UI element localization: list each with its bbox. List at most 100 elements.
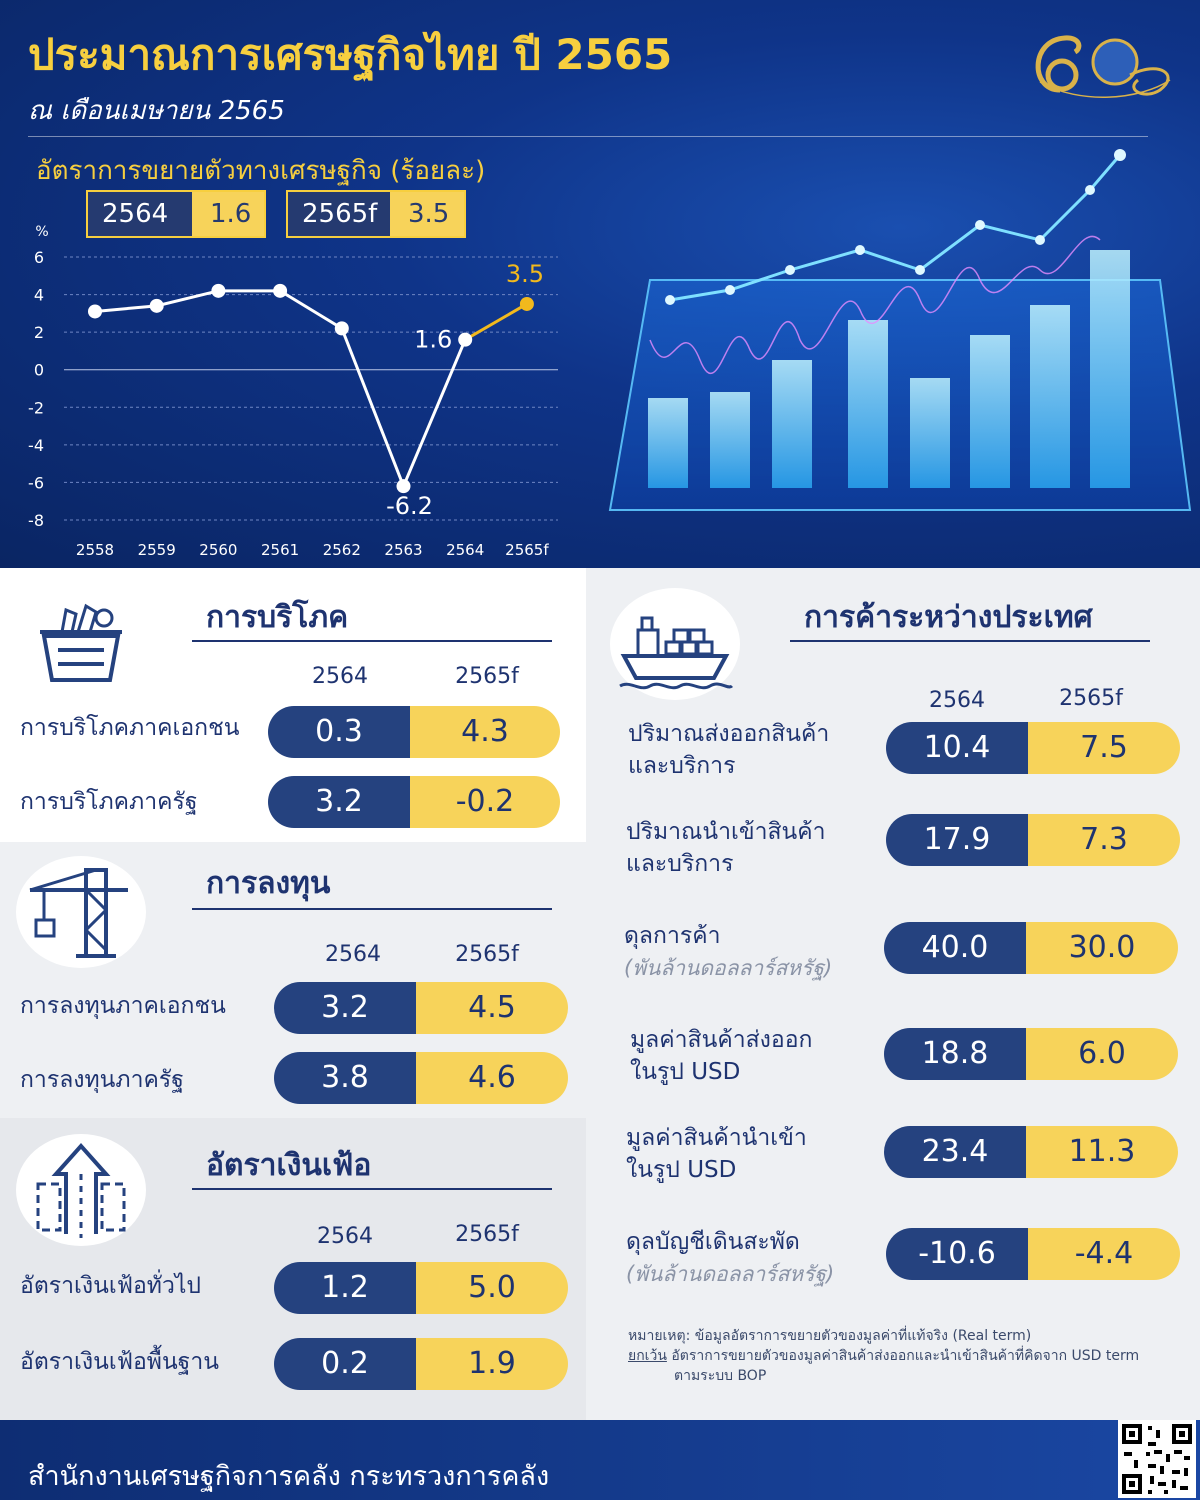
x-tick-label: 2563 (384, 541, 422, 559)
value-2565f: 30.0 (1026, 922, 1178, 974)
row-label-line: มูลค่าสินค้าส่งออก (630, 1027, 813, 1053)
value-pill: 40.0 30.0 (884, 922, 1178, 974)
growth-illustration (608, 149, 1192, 511)
data-label: 3.5 (506, 260, 544, 288)
column-header-2565f: 2565f (1059, 686, 1123, 711)
value-pill: 3.2 -0.2 (268, 776, 560, 828)
row-label-line: ดุลบัญชีเดินสะพัด (626, 1229, 800, 1255)
page-subtitle: ณ เดือนเมษายน 2565 (28, 96, 285, 126)
row-label-unit: (พันล้านดอลลาร์สหรัฐ) (624, 956, 833, 980)
anniversary-logo-icon (1035, 35, 1171, 98)
value-2564: 1.2 (274, 1262, 416, 1314)
value-2565f: 5.0 (416, 1262, 568, 1314)
value-pill: 23.4 11.3 (884, 1126, 1178, 1178)
row-label: มูลค่าสินค้าส่งออก ในรูป USD (630, 1024, 812, 1088)
investment-panel: การลงทุน 2564 2565f การลงทุนภาคเอกชน 3.2… (0, 842, 586, 1118)
trade-panel: การค้าระหว่างประเทศ 2564 2565f ปริมาณส่ง… (586, 568, 1200, 1420)
row-label: ดุลบัญชีเดินสะพัด (พันล้านดอลลาร์สหรัฐ) (626, 1226, 834, 1290)
value-2565f: 1.9 (416, 1338, 568, 1390)
data-point (273, 283, 288, 298)
value-2564: 3.2 (268, 776, 410, 828)
value-2565f: 7.5 (1028, 722, 1180, 774)
value-pill: 3.8 4.6 (274, 1052, 568, 1104)
footnote-line: ตามระบบ BOP (628, 1366, 1188, 1386)
value-2565f: 4.6 (416, 1052, 568, 1104)
header-banner: ประมาณการเศรษฐกิจไทย ปี 2565 ณ เดือนเมษา… (0, 0, 1200, 568)
y-tick-label: 2 (34, 323, 44, 342)
footnote-exception-label: ยกเว้น (628, 1348, 667, 1364)
y-tick-label: 4 (34, 286, 44, 305)
y-axis-label: % (35, 224, 48, 240)
cargo-ship-icon (610, 588, 740, 700)
y-tick-label: -2 (28, 398, 44, 417)
footnote-line: หมายเหตุ: ข้อมูลอัตราการขยายตัวของมูลค่า… (628, 1326, 1188, 1346)
title-divider (28, 136, 1148, 137)
section-title: การบริโภค (206, 600, 349, 635)
data-point (149, 298, 164, 313)
x-tick-label: 2565f (505, 541, 549, 559)
value-2564: 10.4 (886, 722, 1028, 774)
rising-arrow-icon (16, 1134, 146, 1246)
row-label: มูลค่าสินค้านำเข้า ในรูป USD (626, 1122, 807, 1186)
column-header-2564: 2564 (312, 664, 368, 689)
value-2565f: -0.2 (410, 776, 560, 828)
highlight-year: 2565f (288, 192, 390, 236)
highlight-value: 1.6 (192, 192, 264, 236)
row-label: การบริโภคภาคเอกชน (20, 715, 240, 741)
row-label: อัตราเงินเฟ้อทั่วไป (20, 1273, 202, 1299)
crane-icon (16, 856, 146, 968)
highlight-year: 2564 (88, 192, 192, 236)
value-2564: 17.9 (886, 814, 1028, 866)
value-2564: 0.2 (274, 1338, 416, 1390)
value-2564: 0.3 (268, 706, 410, 758)
footnote-text: ข้อมูลอัตราการขยายตัวของมูลค่าที่แท้จริง… (694, 1328, 1032, 1344)
value-pill: 17.9 7.3 (886, 814, 1180, 866)
footnote-exception-text: อัตราการขยายตัวของมูลค่าสินค้าส่งออกและน… (671, 1348, 1140, 1364)
section-title: อัตราเงินเฟ้อ (206, 1148, 372, 1183)
footnote-line: ยกเว้น อัตราการขยายตัวของมูลค่าสินค้าส่ง… (628, 1346, 1188, 1366)
value-2564: 18.8 (884, 1028, 1026, 1080)
value-2565f: -4.4 (1028, 1228, 1180, 1280)
x-tick-label: 2558 (76, 541, 114, 559)
row-label-line: ในรูป USD (630, 1059, 741, 1085)
qr-code-icon[interactable] (1118, 1420, 1196, 1498)
row-label: ปริมาณนำเข้าสินค้า และบริการ (626, 816, 826, 880)
column-header-2564: 2564 (929, 688, 985, 713)
section-title: การลงทุน (206, 866, 331, 901)
x-tick-label: 2562 (323, 541, 361, 559)
footer-bar: สำนักงานเศรษฐกิจการคลัง กระทรวงการคลัง (0, 1420, 1200, 1500)
footnote: หมายเหตุ: ข้อมูลอัตราการขยายตัวของมูลค่า… (628, 1326, 1188, 1386)
x-tick-label: 2561 (261, 541, 299, 559)
forecast-line (464, 302, 528, 341)
row-label-line: ปริมาณนำเข้าสินค้า (626, 819, 826, 845)
value-pill: -10.6 -4.4 (886, 1228, 1180, 1280)
chart-heading: อัตราการขยายตัวทางเศรษฐกิจ (ร้อยละ) (36, 156, 486, 186)
data-point (396, 479, 411, 494)
row-label-line: ปริมาณส่งออกสินค้า (628, 721, 830, 747)
value-2565f: 6.0 (1026, 1028, 1178, 1080)
value-pill: 0.2 1.9 (274, 1338, 568, 1390)
highlight-box-2564: 2564 1.6 (86, 190, 266, 238)
data-point (334, 321, 349, 336)
section-divider (192, 1188, 552, 1190)
row-label-line: และบริการ (628, 753, 736, 779)
gdp-growth-line-chart: % 6 4 2 0 -2 -4 -6 -8 2558 2559 2560 2561 2562 2563 256… (28, 224, 558, 559)
value-pill: 10.4 7.5 (886, 722, 1180, 774)
section-title: การค้าระหว่างประเทศ (804, 600, 1093, 635)
row-label-line: ในรูป USD (626, 1157, 737, 1183)
value-2565f: 7.3 (1028, 814, 1180, 866)
row-label-line: และบริการ (626, 851, 734, 877)
data-point (519, 296, 534, 311)
value-pill: 0.3 4.3 (268, 706, 560, 758)
value-pill: 1.2 5.0 (274, 1262, 568, 1314)
page-title: ประมาณการเศรษฐกิจไทย ปี 2565 (28, 30, 673, 79)
row-label: อัตราเงินเฟ้อพื้นฐาน (20, 1349, 220, 1375)
y-tick-label: 6 (34, 248, 44, 267)
value-2564: 3.2 (274, 982, 416, 1034)
y-tick-label: -6 (28, 473, 44, 492)
inflation-panel: อัตราเงินเฟ้อ 2564 2565f อัตราเงินเฟ้อทั… (0, 1118, 586, 1420)
highlight-value: 3.5 (390, 192, 464, 236)
data-label: -6.2 (386, 492, 433, 520)
consumption-panel: การบริโภค 2564 2565f การบริโภคภาคเอกชน 0… (0, 568, 586, 842)
